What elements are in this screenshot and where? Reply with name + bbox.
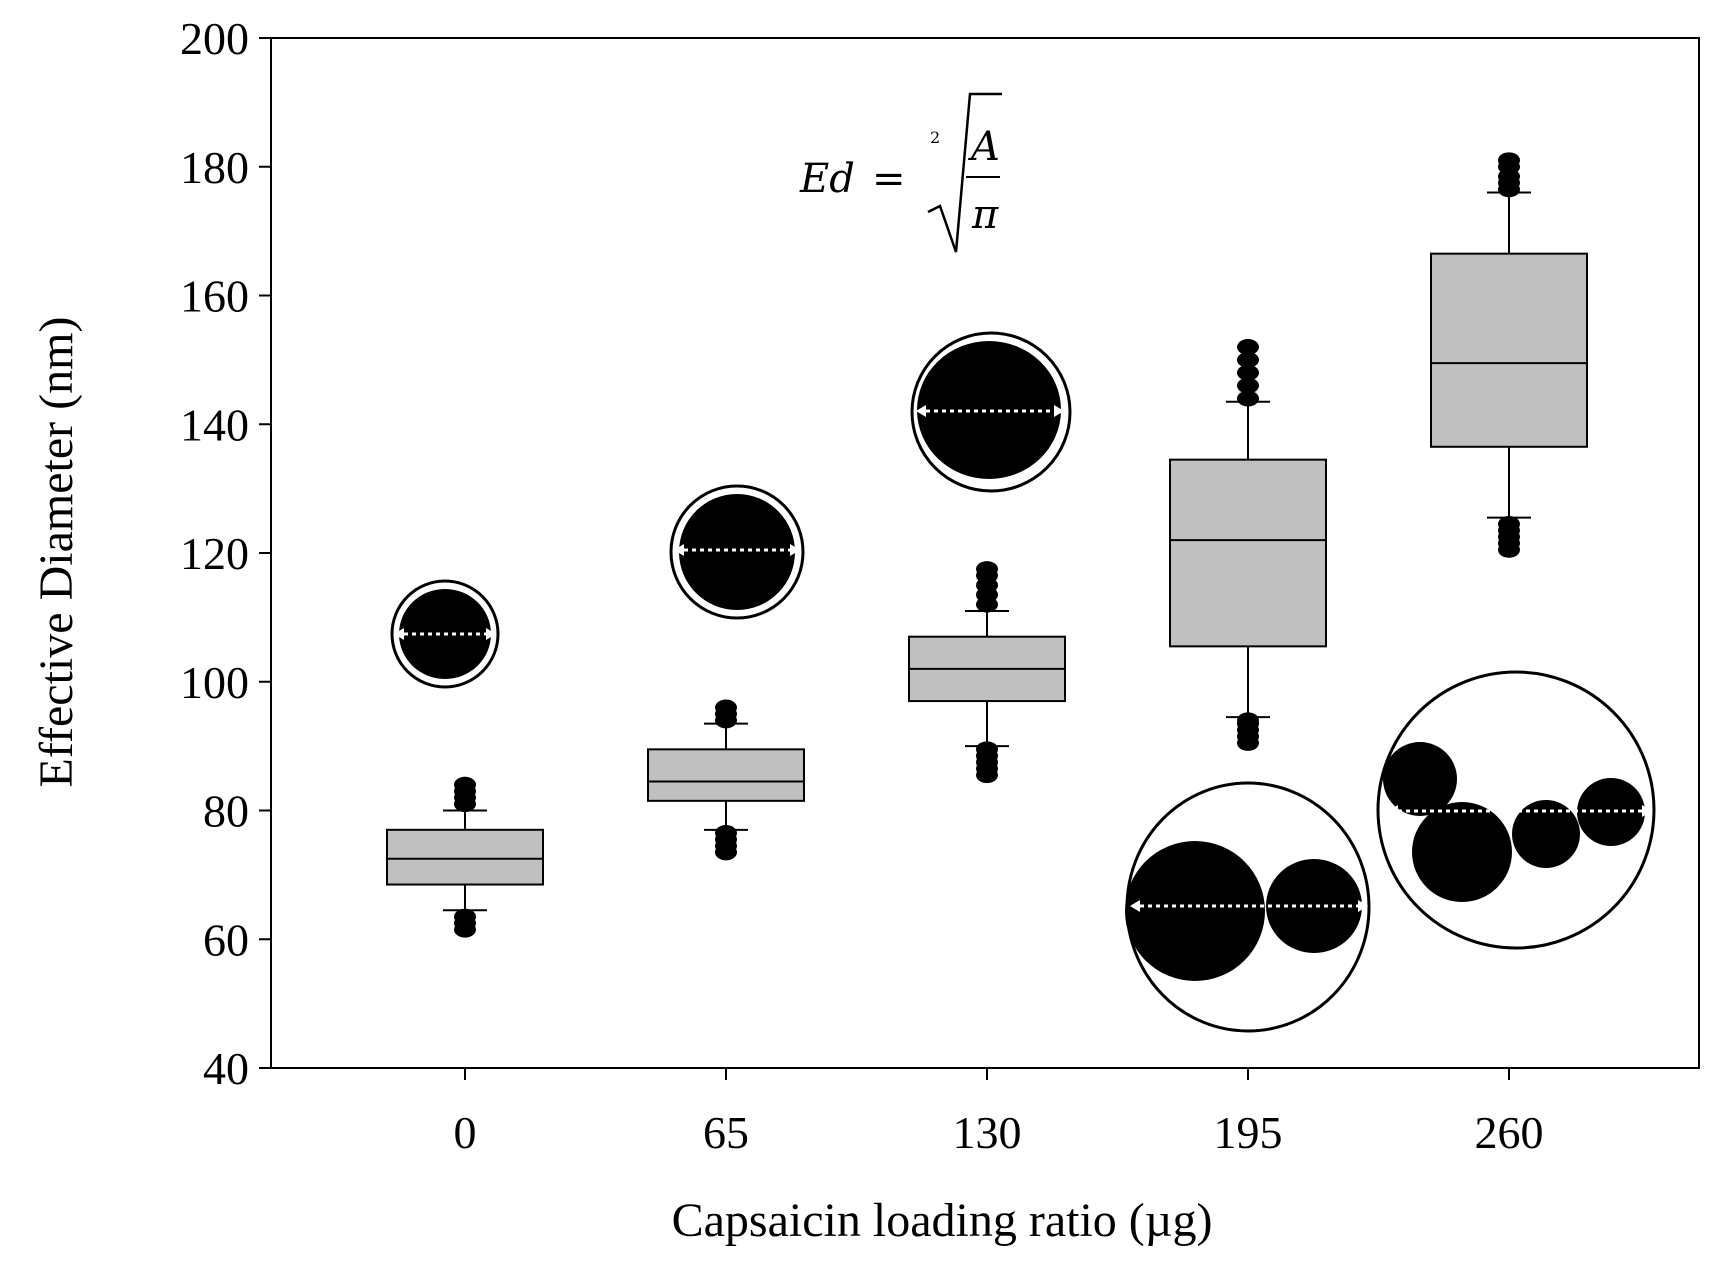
y-axis-title: Effective Diameter (nm): [30, 317, 83, 788]
x-axis-title: Capsaicin loading ratio (µg): [672, 1194, 1213, 1247]
iqr-box: [647, 748, 805, 802]
y-tick-label: 80: [203, 786, 249, 837]
outlier-point: [1237, 364, 1259, 381]
box-130: [908, 561, 1066, 784]
particle-inset-0: [390, 579, 500, 689]
effective-diameter-formula: Ed = 2 A π: [799, 92, 1002, 253]
x-tick-label: 130: [953, 1107, 1022, 1158]
particle-inset-195: [1125, 781, 1371, 1033]
box-195: [1169, 339, 1327, 751]
outlier-point: [454, 776, 476, 793]
y-tick-label: 120: [180, 528, 249, 579]
formula-root-index: 2: [930, 128, 940, 147]
box-65: [647, 699, 805, 861]
radical-sign: [927, 92, 1002, 253]
particle-inset-65: [669, 484, 805, 620]
outlier-point: [1237, 712, 1259, 729]
outlier-point: [1237, 377, 1259, 394]
x-tick-label: 195: [1214, 1107, 1283, 1158]
y-tick-label: 60: [203, 914, 249, 965]
x-axis: 0 65 130 195 260: [454, 1068, 1544, 1158]
outlier-point: [1498, 516, 1520, 533]
outlier-point: [454, 908, 476, 925]
outlier-point: [1237, 339, 1259, 355]
formula-lhs: Ed: [799, 156, 855, 202]
y-tick-label: 200: [180, 13, 249, 64]
formula-equals: =: [872, 156, 906, 202]
outlier-point: [1237, 351, 1259, 368]
plot-frame: [270, 37, 1700, 1069]
y-tick-label: 160: [180, 271, 249, 322]
particle-inset-260: [1376, 670, 1656, 950]
y-tick-label: 40: [203, 1043, 249, 1094]
outlier-point: [976, 741, 998, 758]
box-0: [386, 776, 544, 938]
outlier-point: [976, 561, 998, 578]
x-tick-label: 65: [703, 1107, 749, 1158]
formula-denominator: π: [971, 192, 999, 238]
outlier-point: [715, 699, 737, 716]
outlier-point: [715, 825, 737, 842]
iqr-box: [386, 828, 544, 886]
y-tick-label: 140: [180, 399, 249, 450]
iqr-box: [1430, 252, 1588, 448]
iqr-box: [1169, 458, 1327, 648]
box-260: [1430, 152, 1588, 558]
outlier-point: [1498, 152, 1520, 169]
y-axis: 40 60 80 100 120 140 160 180 200: [180, 13, 271, 1094]
x-tick-label: 0: [454, 1107, 477, 1158]
box-series: [386, 152, 1588, 938]
particle-inset-130: [910, 331, 1072, 493]
x-tick-label: 260: [1475, 1107, 1544, 1158]
particle-insets: [390, 331, 1656, 1033]
y-tick-label: 100: [180, 657, 249, 708]
outlier-point: [1237, 390, 1259, 407]
formula-numerator: A: [967, 124, 1000, 170]
y-tick-label: 180: [180, 142, 249, 193]
